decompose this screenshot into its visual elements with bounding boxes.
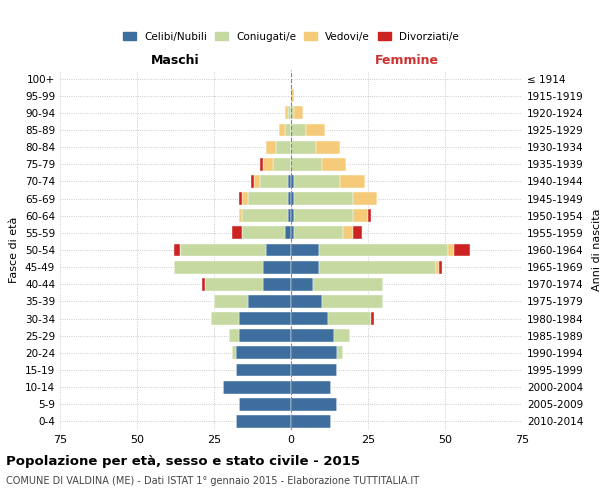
Bar — [239, 192, 242, 205]
Bar — [353, 192, 377, 205]
Bar — [294, 226, 343, 239]
Text: Popolazione per età, sesso e stato civile - 2015: Popolazione per età, sesso e stato civil… — [6, 455, 360, 468]
Bar — [291, 124, 307, 136]
Bar — [334, 330, 350, 342]
Bar — [242, 210, 288, 222]
Bar — [291, 295, 322, 308]
Bar — [254, 175, 260, 188]
Bar — [436, 260, 439, 274]
Bar — [260, 175, 288, 188]
Bar — [353, 210, 368, 222]
Bar — [371, 312, 374, 325]
Bar — [232, 226, 242, 239]
Bar — [313, 278, 383, 290]
Bar — [236, 364, 291, 376]
Bar — [291, 346, 337, 360]
Bar — [368, 210, 371, 222]
Bar — [285, 226, 291, 239]
Bar — [328, 312, 371, 325]
Bar — [205, 278, 263, 290]
Bar — [248, 192, 288, 205]
Bar — [272, 158, 291, 170]
Bar — [294, 192, 353, 205]
Bar — [239, 330, 291, 342]
Text: Maschi: Maschi — [151, 54, 200, 68]
Bar — [322, 295, 383, 308]
Bar — [236, 346, 291, 360]
Bar — [291, 210, 294, 222]
Bar — [239, 312, 291, 325]
Bar — [343, 226, 353, 239]
Bar — [266, 244, 291, 256]
Y-axis label: Anni di nascita: Anni di nascita — [592, 209, 600, 291]
Bar — [353, 226, 362, 239]
Bar — [239, 398, 291, 410]
Bar — [291, 106, 294, 120]
Bar — [285, 124, 291, 136]
Bar — [242, 226, 285, 239]
Bar — [294, 106, 304, 120]
Bar — [291, 364, 337, 376]
Bar — [288, 106, 291, 120]
Bar — [239, 210, 242, 222]
Bar — [285, 106, 288, 120]
Bar — [211, 312, 239, 325]
Bar — [266, 140, 275, 153]
Bar — [291, 90, 294, 102]
Bar — [294, 210, 353, 222]
Bar — [174, 260, 263, 274]
Bar — [242, 192, 248, 205]
Bar — [291, 415, 331, 428]
Bar — [251, 175, 254, 188]
Bar — [223, 380, 291, 394]
Bar — [278, 124, 285, 136]
Text: COMUNE DI VALDINA (ME) - Dati ISTAT 1° gennaio 2015 - Elaborazione TUTTITALIA.IT: COMUNE DI VALDINA (ME) - Dati ISTAT 1° g… — [6, 476, 419, 486]
Bar — [291, 244, 319, 256]
Bar — [316, 140, 340, 153]
Bar — [439, 260, 442, 274]
Bar — [319, 244, 448, 256]
Bar — [291, 330, 334, 342]
Y-axis label: Fasce di età: Fasce di età — [10, 217, 19, 283]
Bar — [260, 158, 263, 170]
Bar — [337, 346, 343, 360]
Bar — [174, 244, 180, 256]
Bar — [294, 175, 340, 188]
Legend: Celibi/Nubili, Coniugati/e, Vedovi/e, Divorziati/e: Celibi/Nubili, Coniugati/e, Vedovi/e, Di… — [120, 28, 462, 44]
Bar — [263, 158, 272, 170]
Bar — [263, 278, 291, 290]
Bar — [263, 260, 291, 274]
Bar — [291, 140, 316, 153]
Bar — [319, 260, 436, 274]
Bar — [288, 175, 291, 188]
Bar — [322, 158, 346, 170]
Bar — [288, 210, 291, 222]
Bar — [202, 278, 205, 290]
Bar — [229, 330, 239, 342]
Bar — [291, 175, 294, 188]
Bar — [180, 244, 266, 256]
Bar — [236, 415, 291, 428]
Bar — [291, 398, 337, 410]
Bar — [291, 312, 328, 325]
Text: Femmine: Femmine — [374, 54, 439, 68]
Bar — [291, 226, 294, 239]
Bar — [291, 260, 319, 274]
Bar — [448, 244, 454, 256]
Bar — [454, 244, 470, 256]
Bar — [232, 346, 236, 360]
Bar — [275, 140, 291, 153]
Bar — [307, 124, 325, 136]
Bar — [214, 295, 248, 308]
Bar — [291, 278, 313, 290]
Bar — [340, 175, 365, 188]
Bar — [291, 158, 322, 170]
Bar — [291, 192, 294, 205]
Bar — [288, 192, 291, 205]
Bar — [248, 295, 291, 308]
Bar — [291, 380, 331, 394]
